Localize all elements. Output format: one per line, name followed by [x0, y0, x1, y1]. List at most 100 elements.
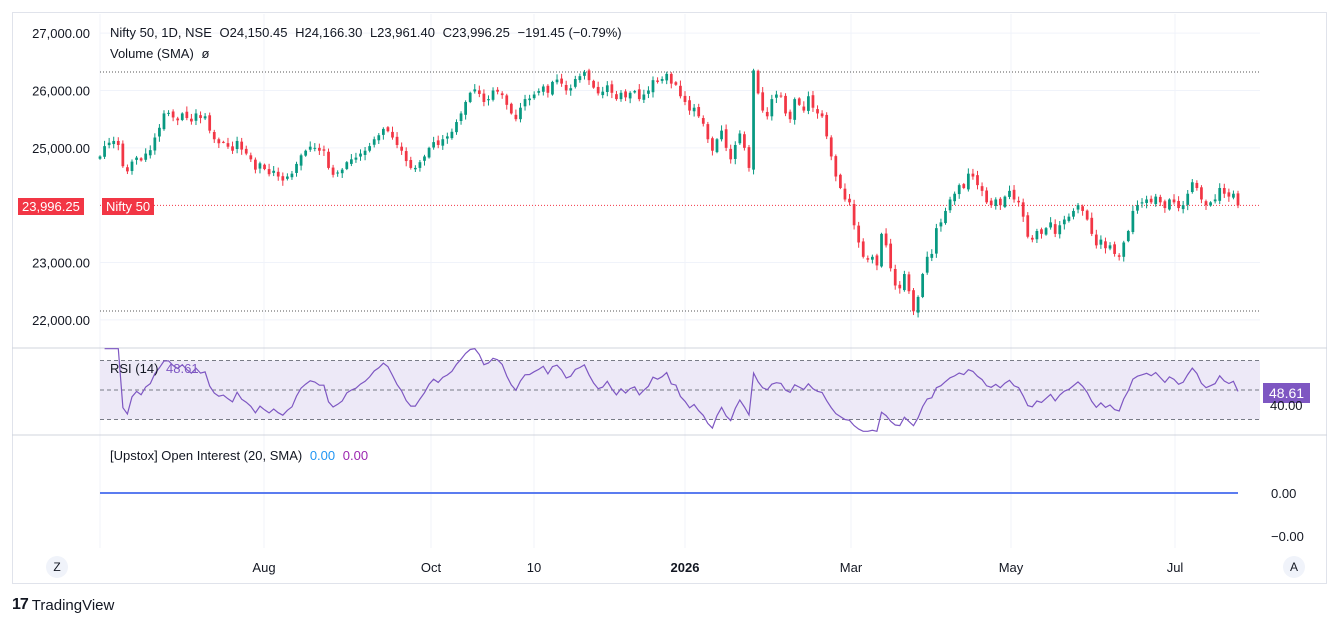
candle-body — [1085, 210, 1089, 220]
candle-body — [423, 156, 426, 161]
candle-body — [578, 76, 582, 81]
candle-body — [171, 111, 175, 118]
candle-body — [857, 225, 861, 243]
oi-label[interactable]: [Upstox] Open Interest (20, SMA) — [110, 448, 303, 463]
candle-body — [1158, 196, 1162, 203]
candle-body — [724, 129, 728, 148]
candle-body — [564, 84, 568, 91]
candle-body — [112, 140, 116, 145]
candle-body — [158, 127, 161, 137]
candle-body — [784, 95, 787, 114]
symbol-name[interactable]: Nifty 50, 1D, NSE — [110, 25, 212, 40]
candle-body — [455, 122, 458, 133]
candle-body — [898, 284, 902, 289]
candle-body — [523, 99, 527, 107]
candle-body — [596, 86, 600, 94]
candle-body — [934, 228, 938, 254]
candle-body — [925, 256, 929, 273]
candle-body — [605, 85, 609, 92]
candle-body — [779, 95, 783, 97]
candle-body — [916, 296, 920, 313]
candle-body — [308, 146, 312, 150]
candle-body — [697, 107, 701, 117]
tradingview-mark-icon: 17 — [12, 596, 29, 613]
candle-body — [1190, 182, 1194, 193]
candle-body — [989, 200, 993, 206]
candle-body — [318, 147, 321, 151]
candle-body — [861, 241, 865, 257]
zoom-reset-button[interactable]: Z — [46, 556, 68, 578]
candle-body — [1003, 196, 1007, 207]
candle-body — [427, 147, 431, 158]
candle-body — [313, 147, 317, 149]
tradingview-logo[interactable]: 17 TradingView — [12, 596, 114, 614]
volume-label[interactable]: Volume (SMA) — [110, 46, 194, 61]
candle-body — [464, 101, 467, 115]
candle-body — [939, 222, 943, 227]
candle-body — [290, 173, 294, 178]
candle-body — [244, 148, 248, 154]
candle-body — [912, 290, 915, 312]
candle-body — [482, 93, 486, 102]
candle-body — [203, 116, 207, 119]
candle-body — [372, 139, 376, 145]
candle-body — [450, 131, 454, 139]
candle-body — [537, 91, 541, 93]
candle-body — [619, 92, 623, 100]
candle-body — [1076, 205, 1080, 210]
candle-body — [953, 193, 957, 202]
candle-body — [249, 155, 253, 160]
rsi-axis-label: 40.00 — [1270, 398, 1303, 413]
oi-axis-tick-1: −0.00 — [1271, 529, 1304, 544]
candle-body — [190, 118, 193, 122]
candle-body — [212, 132, 216, 140]
candle-body — [487, 99, 490, 101]
candle-body — [669, 73, 673, 84]
candle-body — [1149, 198, 1153, 203]
candle-body — [226, 143, 230, 147]
close-value: C23,996.25 — [442, 25, 510, 40]
candle-body — [775, 94, 778, 98]
last-price-tag: 23,996.25 — [18, 198, 84, 215]
candle-body — [1122, 242, 1126, 257]
candle-body — [1044, 228, 1048, 235]
candle-body — [354, 157, 358, 160]
candle-body — [418, 162, 422, 168]
candle-body — [199, 115, 202, 119]
candle-body — [1186, 193, 1190, 205]
candle-body — [185, 111, 189, 119]
candle-body — [1021, 202, 1025, 217]
candle-body — [569, 88, 573, 91]
candle-body — [683, 95, 687, 102]
candle-body — [258, 163, 262, 169]
rsi-label[interactable]: RSI (14) — [110, 361, 159, 376]
candle-body — [240, 141, 244, 150]
candle-body — [692, 107, 696, 112]
candle-body — [349, 159, 353, 164]
candle-body — [1053, 224, 1057, 234]
candle-body — [153, 137, 157, 151]
candle-body — [811, 95, 815, 108]
candle-body — [272, 170, 276, 173]
volume-value: ø — [201, 46, 210, 61]
candle-body — [930, 253, 934, 258]
candle-body — [866, 258, 870, 260]
candle-body — [445, 136, 449, 139]
candle-body — [409, 160, 413, 168]
high-value: H24,166.30 — [295, 25, 363, 40]
candle-body — [126, 167, 129, 172]
candle-body — [1117, 255, 1121, 257]
candle-body — [921, 274, 925, 297]
candle-body — [889, 243, 893, 269]
candle-body — [286, 176, 289, 179]
candle-body — [962, 184, 966, 188]
time-tick-label: 10 — [527, 560, 541, 575]
candle-body — [519, 107, 522, 120]
candle-body — [656, 80, 659, 82]
candle-body — [674, 82, 678, 85]
candle-body — [413, 167, 417, 170]
auto-scale-button[interactable]: A — [1283, 556, 1305, 578]
oi-legend: [Upstox] Open Interest (20, SMA) 0.00 0.… — [110, 448, 372, 463]
rsi-line — [104, 348, 1239, 433]
